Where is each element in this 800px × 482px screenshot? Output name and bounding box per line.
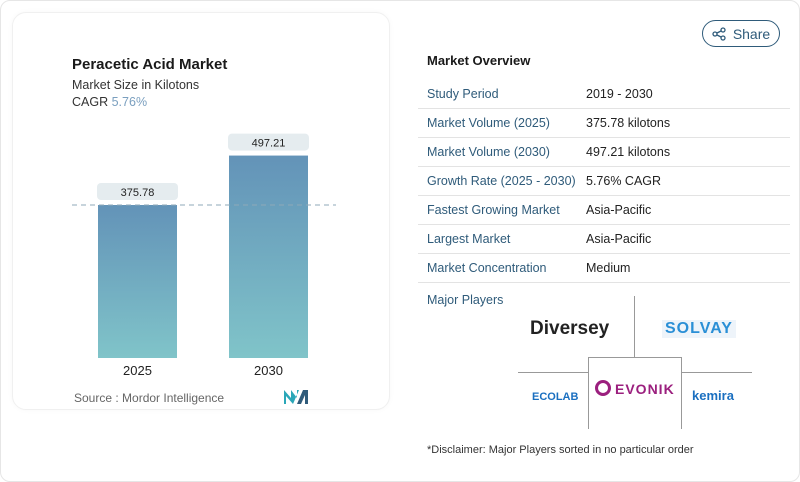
ecolab-logo: ECOLAB [532, 391, 579, 403]
x-tick-label: 2030 [254, 363, 283, 378]
evonik-logo-icon [595, 380, 611, 396]
divider [634, 296, 635, 358]
evonik-logo: EVONIK [615, 381, 675, 397]
chart-card [12, 12, 390, 410]
overview-table: Study Period 2019 - 2030 Market Volume (2… [418, 80, 790, 283]
share-icon [712, 26, 726, 41]
data-label: 497.21 [252, 138, 286, 150]
row-value: 375.78 kilotons [586, 116, 671, 130]
row-label: Market Volume (2025) [427, 116, 550, 130]
bar [98, 205, 177, 358]
overview-row: Market Volume (2025) 375.78 kilotons [418, 109, 790, 138]
solvay-logo: SOLVAY [662, 320, 736, 338]
source-text: Source : Mordor Intelligence [74, 391, 225, 405]
row-value: Asia-Pacific [586, 203, 652, 217]
x-tick-label: 2025 [123, 363, 152, 378]
chart-subtitle: Market Size in Kilotons [72, 78, 200, 92]
row-label: Largest Market [427, 232, 511, 246]
row-value: 497.21 kilotons [586, 145, 671, 159]
diversey-logo: Diversey [530, 318, 610, 339]
data-label: 375.78 [121, 187, 155, 199]
row-value: 2019 - 2030 [586, 87, 653, 101]
data-label-box [97, 183, 178, 201]
overview-row: Growth Rate (2025 - 2030) 5.76% CAGR [418, 167, 790, 196]
row-value: Asia-Pacific [586, 232, 652, 246]
divider [518, 372, 588, 373]
data-label-box [228, 133, 309, 151]
overview-row: Largest Market Asia-Pacific [418, 225, 790, 254]
bar [229, 155, 308, 358]
row-value: Medium [586, 261, 631, 275]
row-label: Growth Rate (2025 - 2030) [427, 174, 576, 188]
row-label: Fastest Growing Market [427, 203, 560, 217]
evonik-box [588, 357, 682, 429]
overview-row: Market Volume (2030) 497.21 kilotons [418, 138, 790, 167]
share-label: Share [732, 25, 771, 42]
share-button[interactable]: Share [702, 20, 780, 47]
overview-row: Fastest Growing Market Asia-Pacific [418, 196, 790, 225]
bar-chart: 375.78 2025 497.21 2030 [72, 133, 336, 378]
major-players-label: Major Players [427, 293, 504, 307]
overview-title: Market Overview [427, 53, 531, 68]
divider [682, 372, 752, 373]
mordor-logo-icon [284, 390, 308, 404]
disclaimer: *Disclaimer: Major Players sorted in no … [427, 444, 694, 456]
row-label: Market Concentration [427, 261, 547, 275]
kemira-logo: Kemira [692, 388, 734, 403]
cagr-value: 5.76% [111, 95, 148, 109]
row-label: Market Volume (2030) [427, 145, 550, 159]
row-value: 5.76% CAGR [586, 174, 662, 188]
overview-row: Study Period 2019 - 2030 [418, 80, 790, 109]
row-label: Study Period [427, 87, 499, 101]
overview-row: Market Concentration Medium [418, 254, 790, 283]
cagr: CAGR 5.76% [72, 95, 147, 109]
cagr-label: CAGR [72, 95, 109, 109]
chart-title: Peracetic Acid Market [72, 56, 228, 73]
